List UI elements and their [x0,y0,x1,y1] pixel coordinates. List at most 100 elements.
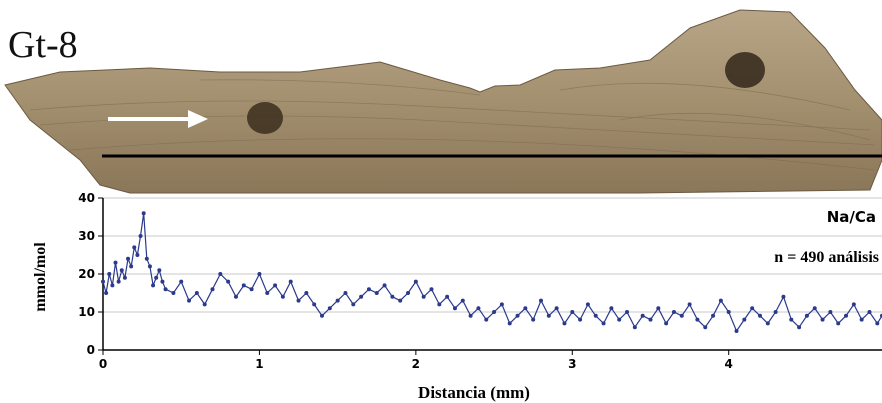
data-point [726,310,731,314]
data-point [671,310,676,314]
x-tick-label: 3 [568,357,576,371]
data-point [413,279,418,284]
data-point [554,306,559,311]
y-tick-label: 40 [78,191,95,205]
data-point [179,279,184,284]
data-point [429,287,434,292]
data-point [171,291,176,295]
data-point [138,234,143,238]
data-point [844,313,849,318]
x-tick-label: 4 [725,357,733,371]
data-point [421,294,426,299]
data-point [695,317,700,322]
specimen-body [4,9,882,194]
data-point [734,329,739,333]
data-point [507,321,512,326]
data-point [187,298,192,303]
y-axis-label: mmol/mol [32,242,49,312]
data-point [154,275,159,280]
data-point [107,272,112,276]
data-point [210,287,215,292]
data-point [757,313,762,318]
gridlines [103,197,882,313]
data-point [562,321,567,326]
data-point [828,310,833,314]
x-axis-label: Distancia (mm) [418,383,530,402]
data-point [538,298,543,303]
data-point [468,313,473,318]
data-point [515,313,520,318]
data-point [585,302,590,307]
data-point [687,302,692,307]
series-label: Na/Ca [827,208,876,226]
data-point [147,264,152,269]
data-point [265,291,270,295]
data-point [867,310,872,314]
data-point [750,306,755,311]
y-tick-label: 30 [78,229,95,243]
data-point [484,317,489,322]
data-point [163,287,168,292]
specimen-photo [4,9,882,194]
data-point [773,310,778,314]
data-point [382,283,387,288]
data-point [797,325,802,330]
data-point [531,317,536,322]
data-point [122,275,127,280]
data-point [390,294,395,299]
data-point [104,291,109,295]
data-point [280,294,285,299]
data-point [578,317,583,322]
series-points [101,211,882,333]
x-axis-ticks: 0 1 2 3 4 [99,350,733,371]
data-point [648,317,653,322]
data-point [257,272,262,276]
data-point [570,310,575,314]
data-point [851,302,856,307]
data-point [132,245,137,250]
chart: 0 10 20 30 40 0 1 2 3 4 [78,191,882,371]
data-point [359,294,364,299]
data-point [398,298,403,303]
data-point [327,306,332,311]
data-point [625,310,630,314]
data-point [296,298,301,303]
y-tick-label: 10 [78,305,95,319]
data-point [141,211,146,216]
data-point [632,325,637,330]
data-point [135,253,140,257]
data-point [460,298,465,303]
data-point [335,298,340,303]
data-point [476,306,481,311]
data-point [703,325,708,330]
data-point [664,321,669,326]
data-point [617,317,622,322]
data-point [601,321,606,326]
data-point [202,302,207,307]
data-point [765,321,770,326]
y-axis-ticks: 0 10 20 30 40 [78,191,103,357]
data-point [452,306,457,311]
data-point [312,302,317,307]
data-point [366,287,371,292]
data-point [151,283,156,288]
data-point [157,268,162,273]
data-point [273,283,278,288]
data-point [319,313,324,318]
data-point [812,306,817,311]
data-point [288,279,293,284]
data-point [593,313,598,318]
data-point [304,291,309,295]
data-point [218,272,223,276]
direction-arrow-icon [188,110,208,128]
data-point [126,256,131,261]
specimen-dark-spot [247,102,283,134]
data-point [679,313,684,318]
data-point [711,313,716,318]
data-point [113,260,118,265]
data-point [781,294,786,299]
data-point [546,313,551,318]
data-point [241,283,246,288]
data-point [343,291,348,295]
